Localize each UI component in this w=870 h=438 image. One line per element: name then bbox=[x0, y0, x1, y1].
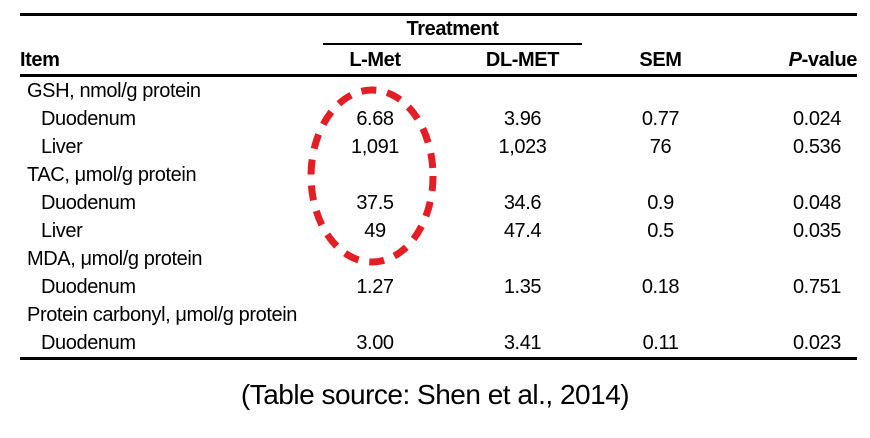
row-label: Duodenum bbox=[41, 107, 136, 130]
section-row-mda: MDA, μmol/g protein bbox=[20, 245, 857, 273]
section-row-tac: TAC, μmol/g protein bbox=[20, 161, 857, 189]
row-label: Liver bbox=[41, 135, 83, 158]
table-row: Liver 1,091 1,023 76 0.536 bbox=[20, 133, 857, 161]
row-label: Duodenum bbox=[41, 331, 136, 354]
section-label: GSH, nmol/g protein bbox=[27, 79, 201, 102]
spanner-empty-cell bbox=[721, 15, 857, 47]
cell-l-met: 37.5 bbox=[356, 191, 394, 214]
section-label: MDA, μmol/g protein bbox=[27, 247, 203, 270]
table-row: Duodenum 1.27 1.35 0.18 0.751 bbox=[20, 273, 857, 301]
table-row: Duodenum 6.68 3.96 0.77 0.024 bbox=[20, 105, 857, 133]
cell-dl-met: 1.35 bbox=[503, 275, 542, 298]
cell-l-met: 1,091 bbox=[350, 135, 400, 158]
table-row: Duodenum 3.00 3.41 0.11 0.023 bbox=[20, 329, 857, 359]
table-row: Liver 49 47.4 0.5 0.035 bbox=[20, 217, 857, 245]
section-label: TAC, μmol/g protein bbox=[27, 163, 197, 186]
cell-dl-met: 47.4 bbox=[503, 219, 542, 242]
section-row-protein-carbonyl: Protein carbonyl, μmol/g protein bbox=[20, 301, 857, 329]
cell-dl-met: 3.96 bbox=[503, 107, 542, 130]
cell-dl-met: 34.6 bbox=[503, 191, 542, 214]
p-value-rest: -value bbox=[801, 48, 858, 71]
cell-sem: 0.11 bbox=[642, 331, 679, 354]
section-row-gsh: GSH, nmol/g protein bbox=[20, 76, 857, 106]
treatment-spanner-row: Treatment bbox=[20, 15, 857, 47]
cell-p-value: 0.024 bbox=[792, 107, 841, 130]
cell-l-met: 3.00 bbox=[356, 331, 394, 354]
cell-p-value: 0.048 bbox=[792, 191, 841, 214]
treatment-table: Treatment Item L-Met DL-MET SEM P-value … bbox=[20, 13, 857, 360]
section-label: Protein carbonyl, μmol/g protein bbox=[27, 303, 297, 326]
header-dl-met: DL-MET bbox=[445, 46, 600, 77]
cell-sem: 0.5 bbox=[647, 219, 674, 242]
spanner-empty-cell bbox=[600, 15, 721, 47]
header-item: Item bbox=[20, 46, 305, 77]
spanner-empty-cell bbox=[20, 15, 305, 47]
cell-dl-met: 3.41 bbox=[503, 331, 542, 354]
cell-p-value: 0.536 bbox=[792, 135, 841, 158]
treatment-spanner-cell: Treatment bbox=[305, 15, 600, 47]
cell-l-met: 49 bbox=[364, 219, 386, 242]
cell-l-met: 6.68 bbox=[356, 107, 394, 130]
row-label: Duodenum bbox=[41, 191, 136, 214]
header-p-value: P-value bbox=[721, 46, 858, 77]
cell-p-value: 0.023 bbox=[792, 331, 841, 354]
cell-sem: 76 bbox=[649, 135, 672, 158]
cell-sem: 0.77 bbox=[641, 107, 680, 130]
p-value-italic: P bbox=[788, 48, 802, 71]
table-row: Duodenum 37.5 34.6 0.9 0.048 bbox=[20, 189, 857, 217]
cell-sem: 0.9 bbox=[647, 191, 674, 214]
cell-dl-met: 1,023 bbox=[498, 135, 547, 158]
header-sem: SEM bbox=[600, 46, 721, 77]
treatment-spanner-label: Treatment bbox=[323, 18, 582, 45]
row-label: Liver bbox=[41, 219, 83, 242]
header-l-met: L-Met bbox=[305, 46, 445, 77]
cell-l-met: 1.27 bbox=[356, 275, 394, 298]
table-source-caption: (Table source: Shen et al., 2014) bbox=[240, 379, 630, 410]
row-label: Duodenum bbox=[41, 275, 136, 298]
cell-p-value: 0.751 bbox=[792, 275, 841, 298]
cell-sem: 0.18 bbox=[641, 275, 680, 298]
cell-p-value: 0.035 bbox=[792, 219, 841, 242]
header-row: Item L-Met DL-MET SEM P-value bbox=[20, 46, 858, 77]
